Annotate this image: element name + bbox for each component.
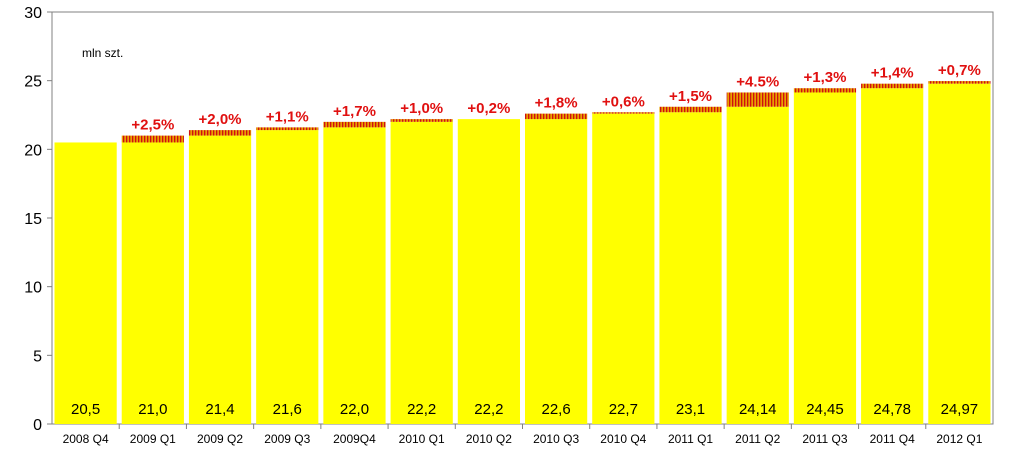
bar-change-label: +4.5% xyxy=(736,73,779,90)
x-tick-label: 2010 Q1 xyxy=(399,432,445,446)
y-tick-label: 20 xyxy=(24,142,42,159)
bar xyxy=(390,121,453,424)
bar-increment xyxy=(793,88,857,93)
bar-value-label: 21,0 xyxy=(138,401,167,418)
bar-increment xyxy=(726,92,789,107)
bar-change-label: +2,5% xyxy=(131,117,174,134)
bar-change-label: +0,2% xyxy=(467,100,510,117)
x-tick-label: 2012 Q1 xyxy=(936,432,982,446)
bar xyxy=(121,142,184,424)
x-tick-label: 2011 Q4 xyxy=(870,432,915,446)
bar xyxy=(793,92,857,425)
bar-change-label: +1,4% xyxy=(871,65,914,82)
x-tick-label: 2010 Q4 xyxy=(600,432,646,446)
x-tick-label: 2009Q4 xyxy=(333,432,376,446)
bar-increment xyxy=(928,81,991,84)
x-tick-label: 2009 Q1 xyxy=(130,432,176,446)
y-tick-label: 5 xyxy=(33,348,42,365)
bar-increment xyxy=(861,83,924,89)
bar-increment xyxy=(390,119,453,122)
x-axis: 2008 Q4 2009 Q1 2009 Q2 2009 Q3 2009Q4 2010 Q… xyxy=(63,424,983,446)
bar-value-label: 22,7 xyxy=(609,401,638,418)
bar-increment xyxy=(121,135,184,143)
x-tick-label: 2011 Q3 xyxy=(802,432,847,446)
bar xyxy=(861,88,924,424)
bar-change-label: +0,6% xyxy=(602,93,645,110)
bar-increment xyxy=(659,106,722,113)
bar xyxy=(188,135,252,424)
bar-value-label: 20,5 xyxy=(71,401,100,418)
x-tick-label: 2009 Q2 xyxy=(197,432,243,446)
bar-increment xyxy=(592,112,655,114)
bar-value-label: 21,6 xyxy=(273,401,302,418)
bar xyxy=(659,112,722,425)
bar-change-label: +1,0% xyxy=(400,100,443,117)
unit-label: mln szt. xyxy=(82,46,124,60)
y-tick-label: 0 xyxy=(33,417,42,434)
bar-increment xyxy=(188,130,252,136)
bar-value-label: 22,6 xyxy=(542,401,571,418)
bar xyxy=(54,142,117,424)
x-tick-label: 2009 Q3 xyxy=(264,432,310,446)
bar-increment xyxy=(323,121,386,128)
bar-change-label: +1,8% xyxy=(535,95,578,112)
bar-increment xyxy=(525,113,588,120)
bar xyxy=(457,119,520,425)
x-tick-label: 2011 Q2 xyxy=(735,432,780,446)
x-tick-label: 2008 Q4 xyxy=(63,432,109,446)
y-tick-label: 10 xyxy=(24,280,42,297)
bar-value-label: 24,14 xyxy=(739,401,777,418)
bar-value-label: 24,45 xyxy=(806,401,844,418)
bar xyxy=(592,113,655,425)
y-tick-label: 25 xyxy=(24,74,42,91)
y-tick-label: 30 xyxy=(24,5,42,22)
bar-change-label: +0,7% xyxy=(938,62,981,79)
bar-value-label: 23,1 xyxy=(676,401,705,418)
bar-increment xyxy=(256,127,319,131)
bar-change-label: +2,0% xyxy=(199,111,242,128)
x-tick-label: 2010 Q2 xyxy=(466,432,512,446)
bar xyxy=(726,106,789,424)
x-tick-label: 2011 Q1 xyxy=(668,432,713,446)
x-tick-label: 2010 Q3 xyxy=(533,432,579,446)
bar-value-label: 24,97 xyxy=(941,401,979,418)
bar xyxy=(525,119,588,425)
bar-value-label: 22,2 xyxy=(407,401,436,418)
bars-group: 20,5 21,0 +2,5% 21,4 +2,0% 21,6 +1,1% 22,0 +1,7%… xyxy=(54,62,991,425)
bar-value-label: 21,4 xyxy=(205,401,234,418)
bar-value-label: 22,0 xyxy=(340,401,369,418)
bar-change-label: +1,3% xyxy=(803,69,846,86)
bar-change-label: +1,1% xyxy=(266,108,309,125)
bar-value-label: 24,78 xyxy=(873,401,911,418)
bar xyxy=(256,130,319,424)
y-axis: 0 5 10 15 20 25 30 xyxy=(24,5,52,434)
bar-change-label: +1,5% xyxy=(669,88,712,105)
bar xyxy=(323,127,386,425)
y-tick-label: 15 xyxy=(24,211,42,228)
bar-value-label: 22,2 xyxy=(474,401,503,418)
bar xyxy=(928,83,991,425)
bar-change-label: +1,7% xyxy=(333,103,376,120)
